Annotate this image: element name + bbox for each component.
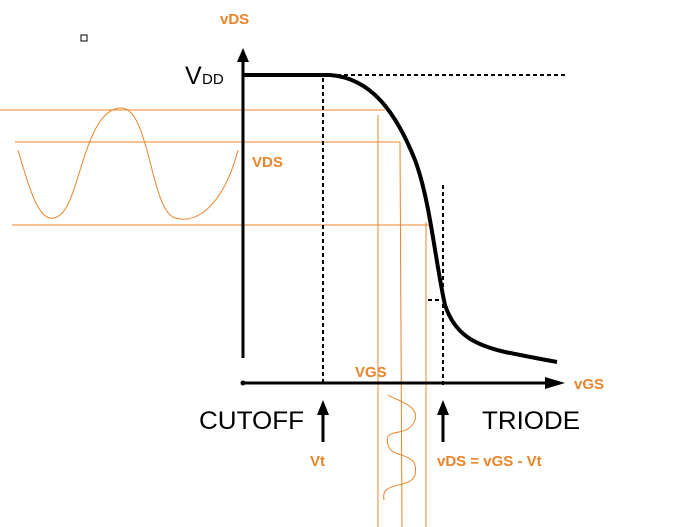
cutoff-label: CUTOFF <box>199 407 304 435</box>
vds-axis-label: vDS <box>220 11 249 28</box>
y-arrow <box>237 48 249 62</box>
triode-label: TRIODE <box>482 407 580 435</box>
origin <box>240 380 246 386</box>
vdd-subscript: DD <box>202 71 224 88</box>
small-square <box>80 34 88 42</box>
marker-arrows <box>317 400 449 442</box>
dashed-markers <box>322 78 444 385</box>
vds-swing-label: VDS <box>252 154 283 171</box>
vt-label: Vt <box>310 453 325 470</box>
boundary-label: vDS = vGS - Vt <box>437 453 542 470</box>
transfer-curve <box>329 73 558 364</box>
axes <box>241 58 545 385</box>
vdd-label: V <box>185 62 202 90</box>
vgs-axis-label: vGS <box>574 376 604 393</box>
vgs-swing-label: VGS <box>355 364 387 381</box>
orange-guides <box>0 107 430 527</box>
x-arrow <box>545 377 565 389</box>
